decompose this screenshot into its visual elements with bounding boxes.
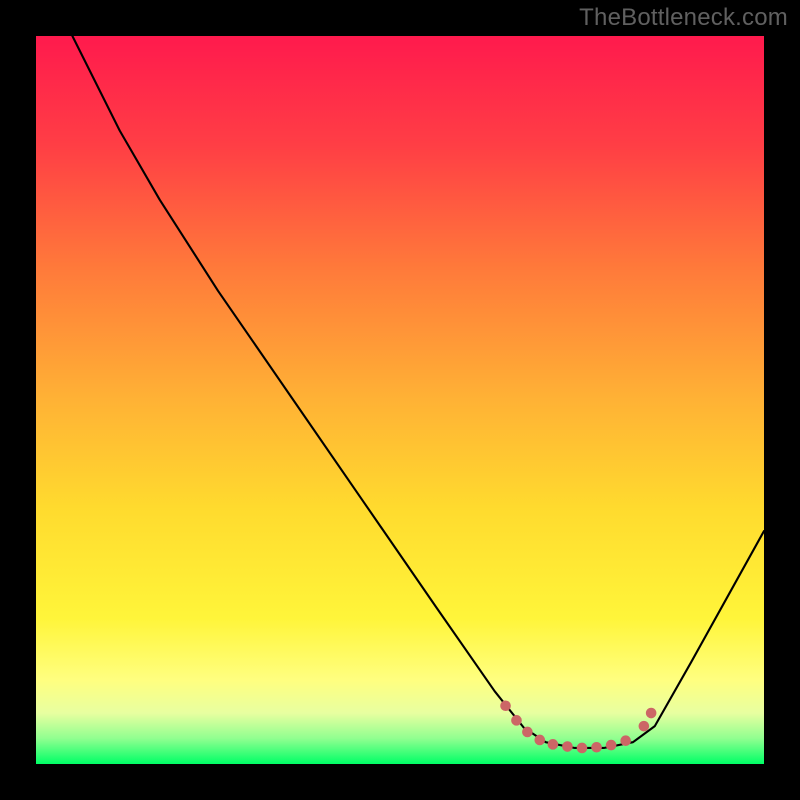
gradient-background (36, 36, 764, 764)
marker-point (606, 740, 616, 750)
marker-point (592, 742, 602, 752)
marker-point (535, 735, 545, 745)
plot-area (36, 36, 764, 764)
chart-frame: TheBottleneck.com (0, 0, 800, 800)
marker-point (577, 743, 587, 753)
marker-point (512, 716, 522, 726)
watermark-text: TheBottleneck.com (579, 4, 788, 32)
marker-point (621, 736, 631, 746)
marker-point (548, 740, 558, 750)
marker-point (501, 701, 511, 711)
marker-point (646, 708, 656, 718)
marker-point (563, 742, 573, 752)
bottleneck-curve-chart (36, 36, 764, 764)
marker-point (639, 721, 649, 731)
marker-point (523, 727, 533, 737)
